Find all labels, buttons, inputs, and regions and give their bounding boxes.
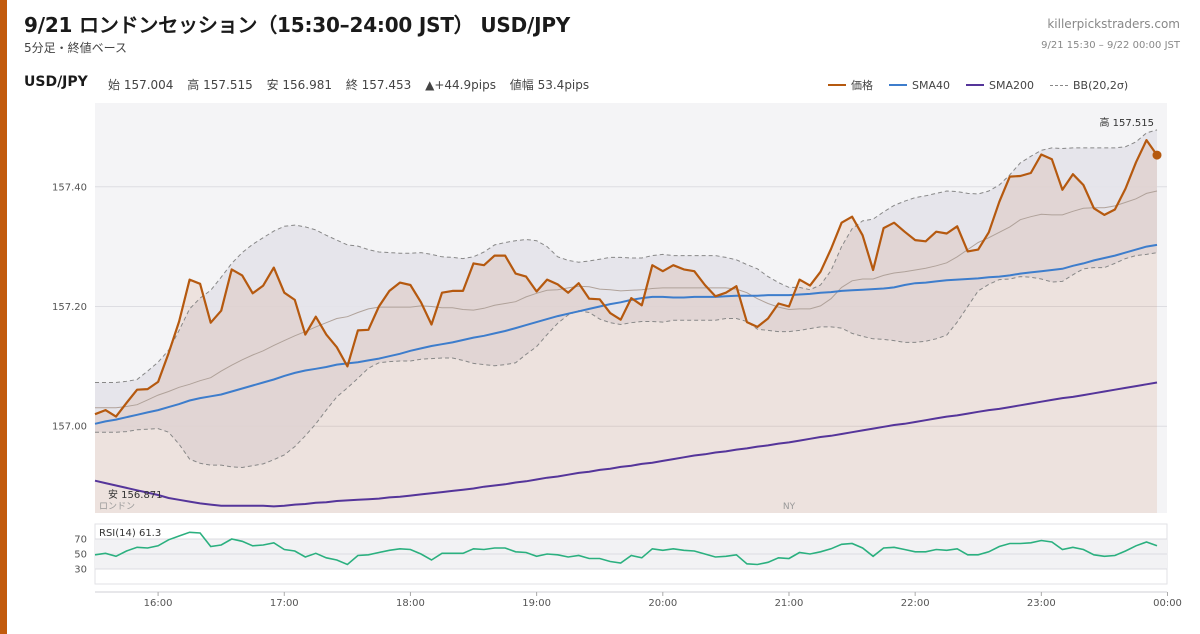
legend-swatch-price	[828, 84, 846, 86]
x-tick-label: 18:00	[396, 598, 425, 609]
bb-band-fill	[95, 129, 1157, 468]
pair-label: USD/JPY	[24, 74, 88, 90]
session-label-london: ロンドン	[99, 502, 135, 512]
legend-label-sma40: SMA40	[912, 78, 950, 92]
legend-label-sma200: SMA200	[989, 78, 1034, 92]
x-tick-label: 16:00	[144, 598, 173, 609]
high-stat: 高 157.515	[187, 78, 253, 92]
site-name[interactable]: killerpickstraders.com	[1047, 17, 1180, 31]
legend-label-bb: BB(20,2σ)	[1073, 78, 1129, 92]
accent-bar	[0, 0, 7, 634]
low-stat: 安 156.981	[266, 78, 333, 92]
chart-legend: 価格 SMA40 SMA200 BB(20,2σ)	[828, 77, 1144, 93]
x-tick-label: 22:00	[901, 598, 930, 609]
x-tick-label: 19:00	[522, 598, 551, 609]
sma200-line	[94, 381, 1158, 508]
open-stat: 始 157.004	[108, 78, 174, 92]
bb-lower-line	[95, 252, 1158, 469]
high-annotation: 高 157.515	[1099, 116, 1154, 129]
y-tick-label: 157.00	[52, 422, 87, 433]
price-area-fill	[95, 140, 1157, 513]
date-range: 9/21 15:30 – 9/22 00:00 JST	[1041, 40, 1180, 51]
x-tick-label: 21:00	[775, 598, 804, 609]
page-subtitle: 5分足・終値ベース	[24, 41, 128, 55]
last-price-marker	[1152, 150, 1162, 160]
rsi-tick-label: 70	[74, 535, 87, 546]
sma40-line	[94, 243, 1158, 425]
session-label-ny: NY	[783, 502, 796, 512]
y-tick-label: 157.40	[52, 182, 87, 193]
close-stat: 終 157.453	[345, 78, 412, 92]
legend-label-price: 価格	[851, 79, 873, 92]
legend-item-sma200[interactable]: SMA200	[966, 79, 1034, 92]
range-stat: 値幅 53.4pips	[509, 78, 590, 92]
legend-item-sma40[interactable]: SMA40	[889, 79, 950, 92]
y-tick-label: 157.20	[52, 302, 87, 313]
change-stat: ▲+44.9pips	[425, 78, 496, 92]
rsi-title: RSI(14) 61.3	[99, 528, 161, 539]
x-tick-label: 00:00	[1153, 598, 1182, 609]
legend-swatch-sma40	[889, 84, 907, 86]
price-line	[94, 139, 1158, 418]
legend-swatch-sma200	[966, 84, 984, 86]
rsi-tick-label: 50	[74, 550, 87, 561]
ohlc-stats: 始 157.004 高 157.515 安 156.981 終 157.453 …	[108, 76, 599, 93]
bb-upper-line	[95, 129, 1158, 383]
bb-mid-line	[95, 190, 1158, 409]
legend-item-bb[interactable]: BB(20,2σ)	[1050, 79, 1128, 92]
low-annotation: 安 156.871	[108, 488, 163, 501]
x-tick-label: 17:00	[270, 598, 299, 609]
rsi-tick-label: 30	[74, 565, 87, 576]
x-tick-label: 23:00	[1027, 598, 1056, 609]
legend-swatch-bb	[1050, 84, 1068, 86]
rsi-line	[94, 531, 1158, 566]
legend-item-price[interactable]: 価格	[828, 77, 873, 93]
x-tick-label: 20:00	[648, 598, 677, 609]
page-title: 9/21 ロンドンセッション（15:30–24:00 JST） USD/JPY	[24, 13, 571, 37]
